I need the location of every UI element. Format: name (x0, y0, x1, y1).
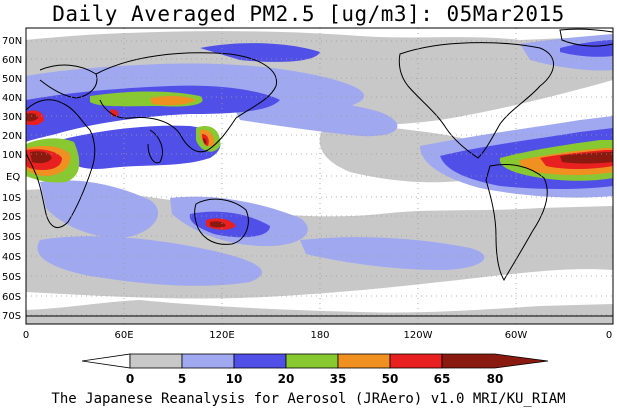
lat-label: EQ (6, 172, 20, 183)
lat-label: 50N (2, 74, 22, 85)
colorbar: 0 5 10 20 35 50 65 80 (81, 353, 549, 386)
longitude-axis: 0 60E 120E 180 120W 60W 0 (23, 330, 612, 341)
latitude-axis: 70N 60N 50N 40N 30N 20N 10N EQ 10S 20S 3… (2, 36, 22, 322)
colorbar-label: 50 (382, 372, 399, 386)
lat-label: 10S (2, 193, 21, 204)
lat-label: 30N (2, 112, 22, 123)
lat-label: 60S (2, 292, 21, 303)
colorbar-swatch (389, 353, 443, 369)
lat-label: 20N (2, 131, 22, 142)
colorbar-label: 20 (278, 372, 295, 386)
coastlines (26, 28, 613, 317)
map-title: Daily Averaged PM2.5 [ug/m3]: 05Mar2015 (52, 2, 565, 26)
lon-label: 60E (114, 330, 133, 341)
colorbar-swatch (81, 353, 131, 369)
map-frame (25, 27, 614, 325)
colorbar-swatch (337, 353, 391, 369)
colorbar-label: 0 (126, 372, 134, 386)
colorbar-swatch (129, 353, 183, 369)
lon-label: 0 (23, 330, 29, 341)
lat-label: 40N (2, 93, 22, 104)
lon-label: 0 (606, 330, 612, 341)
lon-label: 180 (310, 330, 329, 341)
colorbar-label: 65 (434, 372, 451, 386)
lat-label: 60N (2, 55, 22, 66)
lon-label: 60W (505, 330, 528, 341)
lon-label: 120E (209, 330, 234, 341)
lat-label: 20S (2, 212, 21, 223)
lat-label: 70S (2, 311, 21, 322)
lon-label: 120W (404, 330, 433, 341)
colorbar-swatch (441, 353, 549, 369)
lat-label: 30S (2, 232, 21, 243)
credit-line: The Japanese Reanalysis for Aerosol (JRA… (51, 391, 566, 407)
colorbar-label: 10 (226, 372, 243, 386)
colorbar-label: 35 (330, 372, 347, 386)
colorbar-swatch (181, 353, 235, 369)
lat-label: 50S (2, 272, 21, 283)
lat-label: 10N (2, 150, 22, 161)
colorbar-swatch (233, 353, 287, 369)
colorbar-label: 5 (178, 372, 186, 386)
colorbar-label: 80 (487, 372, 504, 386)
lat-label: 40S (2, 252, 21, 263)
colorbar-swatch (285, 353, 339, 369)
lat-label: 70N (2, 36, 22, 47)
pm25-field (26, 28, 613, 324)
